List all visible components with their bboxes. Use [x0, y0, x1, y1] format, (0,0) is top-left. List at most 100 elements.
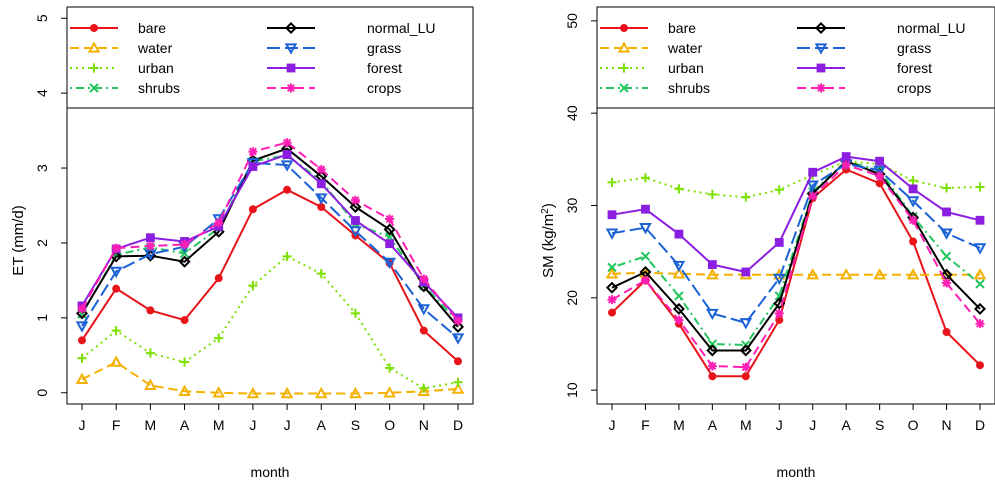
x-tick-label: D: [975, 417, 985, 433]
data-point: [317, 389, 326, 397]
series-bare: [79, 187, 461, 365]
data-point: [876, 158, 883, 165]
data-point: [709, 373, 715, 379]
data-point: [943, 252, 951, 260]
legend-label-forest: forest: [367, 60, 402, 76]
series-water: [77, 357, 462, 397]
data-point: [875, 171, 884, 180]
legend-marker: [621, 25, 627, 31]
x-tick-label: J: [809, 417, 816, 433]
data-point: [842, 160, 851, 169]
data-point: [147, 234, 154, 241]
data-point: [284, 151, 291, 158]
y-tick-label: 40: [564, 105, 580, 121]
data-point: [318, 180, 325, 187]
data-point: [609, 211, 616, 218]
legend-label-urban: urban: [668, 60, 704, 76]
legend-label-water: water: [137, 40, 173, 56]
legend-label-bare: bare: [138, 20, 166, 36]
legend: barewaterurbanshrubsnormal_LUgrassforest…: [67, 7, 473, 108]
x-tick-label: A: [842, 417, 852, 433]
series-line: [612, 170, 980, 377]
data-point: [975, 182, 984, 191]
data-point: [147, 307, 153, 313]
data-point: [743, 373, 749, 379]
data-point: [180, 357, 189, 366]
data-point: [942, 279, 951, 288]
legend-label-water: water: [667, 40, 703, 56]
data-point: [419, 305, 428, 313]
data-point: [609, 310, 615, 316]
x-tick-label: S: [351, 417, 360, 433]
series-line: [612, 157, 980, 272]
legend: barewaterurbanshrubsnormal_LUgrassforest…: [597, 7, 995, 108]
data-point: [608, 295, 617, 304]
data-point: [454, 316, 463, 325]
data-point: [776, 239, 783, 246]
y-axis-title: SM (kg/m2): [540, 203, 558, 278]
data-point: [77, 354, 86, 363]
data-point: [385, 388, 394, 396]
data-point: [112, 357, 121, 365]
y-tick-label: 50: [564, 13, 580, 29]
data-point: [909, 216, 918, 225]
data-point: [775, 309, 784, 318]
series-line: [82, 256, 458, 388]
data-point: [79, 337, 85, 343]
series-urban: [607, 157, 984, 202]
legend-marker: [91, 25, 97, 31]
data-point: [607, 230, 616, 238]
y-tick-label: 20: [564, 290, 580, 306]
data-point: [77, 322, 86, 330]
legend-label-crops: crops: [897, 80, 931, 96]
y-tick-label: 4: [34, 89, 50, 97]
x-tick-label: F: [641, 417, 650, 433]
data-point: [809, 169, 816, 176]
data-point: [216, 275, 222, 281]
y-axis-title-superscript: 2: [540, 208, 551, 214]
data-point: [975, 244, 984, 252]
data-point: [607, 178, 616, 187]
series-line: [612, 161, 980, 197]
x-axis-title: month: [777, 464, 816, 480]
y-tick-label: 30: [564, 198, 580, 214]
data-point: [775, 185, 784, 194]
data-point: [808, 192, 817, 201]
x-tick-label: J: [609, 417, 616, 433]
data-point: [675, 292, 683, 300]
data-point: [943, 209, 950, 216]
x-tick-label: S: [875, 417, 884, 433]
x-tick-label: M: [145, 417, 157, 433]
data-point: [283, 138, 292, 147]
y-tick-label: 3: [34, 164, 50, 172]
x-tick-label: M: [213, 417, 225, 433]
series-shrubs: [608, 157, 984, 349]
data-point: [421, 328, 427, 334]
legend-marker: [288, 65, 295, 72]
data-point: [741, 363, 750, 372]
data-point: [976, 319, 985, 328]
x-tick-label: F: [112, 417, 121, 433]
series-line: [82, 143, 458, 321]
legend-label-normal_LU: normal_LU: [367, 20, 435, 36]
x-tick-label: J: [776, 417, 783, 433]
data-point: [708, 362, 717, 371]
y-axis-title: ET (mm/d): [10, 205, 27, 276]
data-point: [910, 239, 916, 245]
data-point: [877, 180, 883, 186]
legend-label-normal_LU: normal_LU: [897, 20, 965, 36]
legend-marker: [817, 84, 826, 93]
y-tick-label: 10: [564, 382, 580, 398]
data-point: [641, 276, 650, 285]
data-point: [386, 240, 393, 247]
y-tick-label: 1: [34, 314, 50, 322]
data-point: [842, 270, 851, 278]
data-point: [908, 176, 917, 185]
data-point: [182, 317, 188, 323]
legend-label-forest: forest: [897, 60, 932, 76]
data-point: [419, 274, 428, 283]
data-point: [146, 241, 155, 250]
x-tick-label: A: [708, 417, 718, 433]
